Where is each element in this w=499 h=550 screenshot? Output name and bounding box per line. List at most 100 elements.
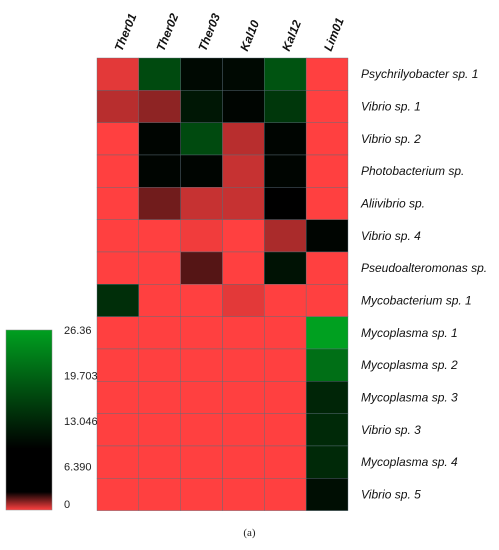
heatmap-cell [138,284,181,317]
heatmap-cell [222,122,265,156]
heatmap-cell [222,413,265,447]
scale-tick-label: 13.046 [64,416,98,428]
heatmap-cell [96,381,140,414]
heatmap-cell [222,154,265,188]
heatmap-cell [96,316,140,350]
heatmap-cell [96,284,140,317]
heatmap-cell [222,445,265,479]
row-label: Mycoplasma sp. 2 [361,358,458,372]
heatmap-cell [138,478,181,511]
heatmap-cell [222,381,265,414]
heatmap-cell [264,284,307,317]
heatmap-cell [222,348,265,382]
heatmap-cell [180,187,223,220]
scale-tick-label: 19.703 [64,370,98,382]
heatmap-cell [222,219,265,253]
heatmap-cell [222,57,265,91]
column-labels: Ther01 Ther02 Ther03 Kal10 Kal12 Lim01 [112,11,347,53]
heatmap-cell [264,381,307,414]
heatmap-cell [138,445,181,479]
color-scale-legend: 26.36 19.703 13.046 6.390 0 [5,325,98,511]
heatmap-cell [180,478,223,511]
heatmap-cell [96,251,140,285]
column-label-kal12: Kal12 [279,18,304,53]
heatmap-cell [180,316,223,350]
row-label: Mycoplasma sp. 4 [361,455,458,469]
heatmap-cell [264,57,307,91]
heatmap-cell [96,413,140,447]
heatmap-cell [96,478,140,511]
heatmap-cell [305,445,349,479]
heatmap-cell [180,219,223,253]
heatmap-cell [305,348,349,382]
heatmap-cell [305,154,349,188]
column-label-kal10: Kal10 [237,18,262,53]
row-label: Vibrio sp. 3 [361,423,421,437]
heatmap-cell [96,122,140,156]
scale-tick-label: 0 [64,499,70,511]
heatmap-cell [138,316,181,350]
heatmap-cell [180,381,223,414]
heatmap-cell [222,316,265,350]
heatmap-cell [264,251,307,285]
heatmap-cell [180,57,223,91]
heatmap-cell [180,154,223,188]
heatmap-cell [180,413,223,447]
heatmap-cell [305,316,349,350]
heatmap-cell [138,90,181,123]
heatmap-cell [305,284,349,317]
heatmap-cell [264,154,307,188]
heatmap-cell [180,251,223,285]
row-labels: Psychrilyobacter sp. 1 Vibrio sp. 1 Vibrio… [360,67,487,501]
row-label: Vibrio sp. 4 [361,229,421,243]
heatmap-cell [264,316,307,350]
heatmap-cell [264,90,307,123]
row-label: Mycoplasma sp. 1 [361,326,458,340]
row-label: Pseudoalteromonas sp. [361,261,487,275]
row-label: Mycoplasma sp. 3 [361,390,458,404]
heatmap-cell [305,219,349,253]
heatmap-cell [138,348,181,382]
scale-tick-label: 6.390 [64,461,92,473]
color-scale-bar [5,329,53,511]
figure-caption: (a) [243,527,256,539]
heatmap-cell [305,57,349,91]
heatmap-cell [180,348,223,382]
heatmap-cell [138,219,181,253]
heatmap-cell [222,284,265,317]
heatmap-cells [96,57,349,511]
heatmap-cell [138,57,181,91]
heatmap-cell [222,90,265,123]
heatmap-cell [96,154,140,188]
heatmap-cell [96,445,140,479]
heatmap-cell [96,90,140,123]
heatmap-cell [305,478,349,511]
column-label-ther02: Ther02 [154,11,182,53]
heatmap-cell [264,219,307,253]
heatmap-cell [180,90,223,123]
heatmap-cell [222,251,265,285]
heatmap-cell [264,478,307,511]
heatmap-cell [96,187,140,220]
column-label-ther03: Ther03 [195,11,223,53]
heatmap-cell [305,381,349,414]
row-label: Psychrilyobacter sp. 1 [361,67,478,81]
heatmap-cell [180,284,223,317]
heatmap-cell [96,219,140,253]
heatmap-cell [305,122,349,156]
heatmap-cell [222,187,265,220]
heatmap-cell [305,187,349,220]
heatmap-cell [138,413,181,447]
column-label-lim01: Lim01 [321,15,347,53]
heatmap-cell [264,187,307,220]
heatmap-cell [96,57,140,91]
column-label-ther01: Ther01 [112,11,140,53]
row-label: Vibrio sp. 2 [361,132,421,146]
heatmap-cell [138,251,181,285]
row-label: Vibrio sp. 5 [361,487,421,501]
heatmap-cell [305,413,349,447]
heatmap-cell [96,348,140,382]
scale-tick-label: 26.36 [64,325,92,337]
heatmap-cell [264,413,307,447]
